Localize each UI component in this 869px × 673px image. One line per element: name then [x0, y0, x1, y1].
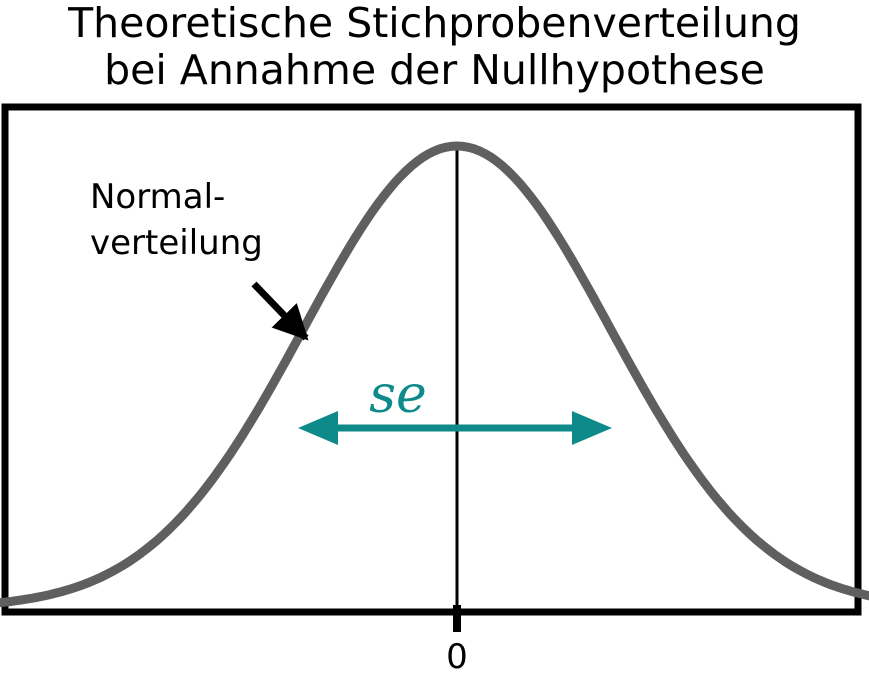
x-tick-label: 0	[446, 637, 468, 673]
se-arrow-head-left	[298, 411, 338, 445]
normal-curve	[0, 141, 869, 608]
title-line-1: Theoretische Stichprobenverteilung	[68, 0, 801, 47]
curve-pointer-arrow	[251, 281, 309, 341]
plot-frame	[1, 103, 862, 616]
se-arrow	[298, 411, 612, 445]
curve-label-line-1: Normal-	[90, 177, 225, 217]
se-arrow-head-right	[572, 411, 612, 445]
curve-label-line-2: verteilung	[90, 223, 263, 263]
diagram-title: Theoretische Stichprobenverteilung bei A…	[0, 0, 869, 94]
title-line-2: bei Annahme der Nullhypothese	[104, 46, 765, 94]
se-label: se	[369, 365, 426, 425]
